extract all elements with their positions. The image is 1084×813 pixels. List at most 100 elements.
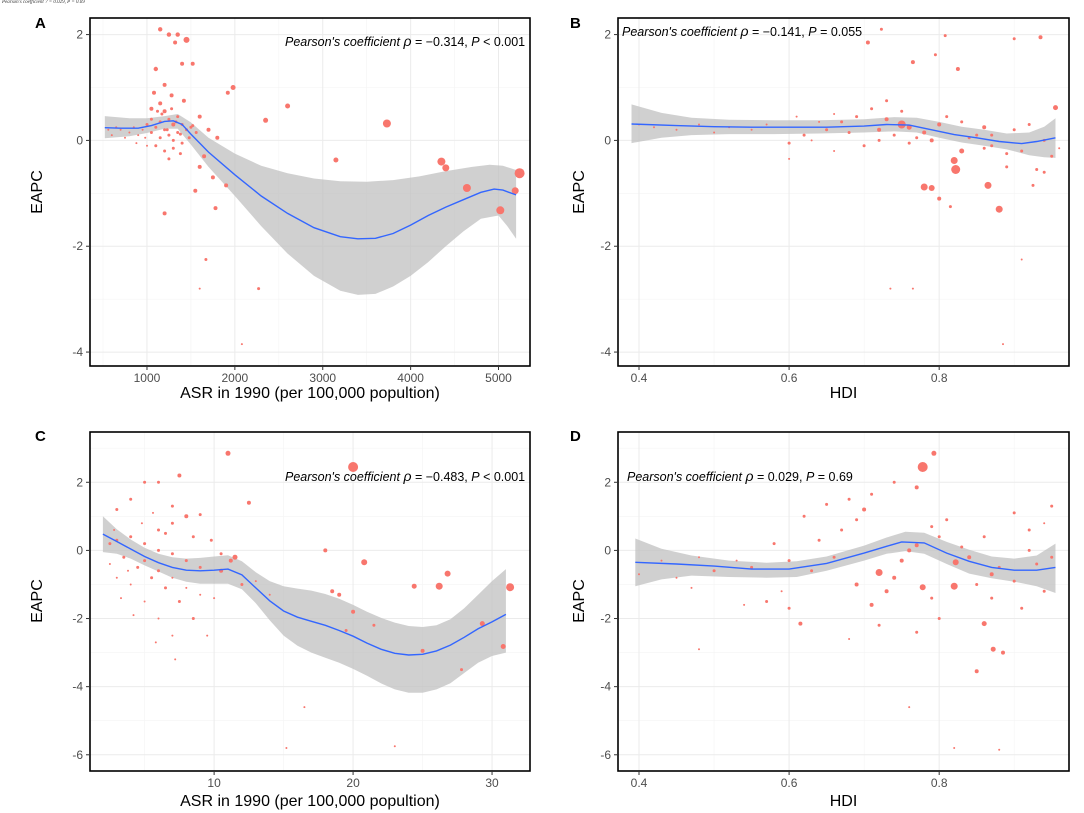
data-point <box>166 32 172 37</box>
data-point <box>1038 35 1043 40</box>
data-point <box>191 617 195 620</box>
data-point <box>765 123 768 126</box>
x-tick-label: 0.6 <box>781 371 798 385</box>
data-point <box>802 514 806 518</box>
data-point <box>171 576 174 579</box>
data-point <box>197 114 202 119</box>
data-point <box>945 518 949 522</box>
data-point <box>750 128 753 131</box>
data-point <box>855 518 859 522</box>
data-point <box>990 144 994 148</box>
data-point <box>931 450 937 456</box>
data-point <box>660 559 663 562</box>
data-point <box>411 583 417 589</box>
data-point <box>240 343 243 346</box>
data-point <box>198 513 202 517</box>
plot-frame <box>89 431 531 772</box>
data-point <box>191 535 195 539</box>
y-tick-label: -4 <box>600 345 611 359</box>
data-point <box>933 53 937 57</box>
data-point <box>982 146 986 150</box>
data-point <box>877 623 881 627</box>
data-point <box>149 106 154 111</box>
data-point <box>351 609 356 614</box>
data-point <box>183 36 190 43</box>
y-tick-label: 0 <box>76 133 83 147</box>
data-point <box>1050 555 1054 559</box>
correlation-annotation: Pearson's coefficient ρ = −0.141, P = 0.… <box>622 23 862 39</box>
data-point <box>875 569 883 576</box>
data-point <box>129 583 132 586</box>
data-point <box>154 125 158 129</box>
y-tick-label: -2 <box>600 239 611 253</box>
data-point <box>910 60 915 65</box>
data-point <box>832 555 836 559</box>
data-point <box>847 497 851 501</box>
panel-letter: C <box>35 428 46 445</box>
data-point <box>177 473 182 478</box>
data-point <box>920 183 928 191</box>
data-point <box>833 113 836 115</box>
data-point <box>157 617 160 620</box>
data-point <box>911 287 914 290</box>
plot-background <box>618 18 1069 366</box>
data-point <box>915 630 919 634</box>
data-point <box>158 136 162 140</box>
data-point <box>930 525 934 529</box>
data-point <box>204 258 208 261</box>
y-tick-label: -4 <box>72 345 83 359</box>
y-tick-label: -4 <box>72 680 83 694</box>
correlation-annotation: Pearson's coefficient ρ = −0.483, P < 0.… <box>285 468 525 484</box>
data-point <box>990 133 994 137</box>
data-point <box>129 497 133 501</box>
data-point <box>698 648 700 651</box>
data-point <box>420 648 425 653</box>
data-point <box>899 558 904 563</box>
data-point <box>1005 152 1009 156</box>
y-tick-label: -6 <box>600 748 611 762</box>
confidence-band <box>631 104 1056 158</box>
data-point <box>393 745 396 748</box>
x-tick-label: 3000 <box>309 371 336 385</box>
data-point <box>144 136 147 139</box>
data-point <box>149 117 153 121</box>
data-point <box>193 188 198 193</box>
data-point <box>160 112 164 116</box>
data-point <box>1001 650 1005 655</box>
data-point <box>675 128 678 131</box>
data-point <box>163 128 167 132</box>
data-point <box>1020 149 1024 153</box>
data-point <box>263 117 269 123</box>
data-point <box>1020 606 1024 610</box>
data-point <box>1012 128 1016 132</box>
correlation-annotation: Pearson's coefficient ρ = −0.314, P < 0.… <box>285 33 525 49</box>
data-point <box>928 185 935 191</box>
x-tick-label: 1000 <box>134 371 161 385</box>
data-point <box>115 576 118 579</box>
data-point <box>372 623 376 627</box>
data-point <box>219 552 223 556</box>
data-point <box>892 575 897 580</box>
x-tick-label: 0.6 <box>781 776 798 790</box>
y-tick-label: -2 <box>72 612 83 626</box>
data-point <box>1050 504 1054 508</box>
data-point <box>225 90 230 95</box>
x-tick-label: 4000 <box>397 371 424 385</box>
data-point <box>156 109 159 113</box>
data-point <box>240 583 244 586</box>
x-tick-label: 10 <box>207 776 221 790</box>
data-point <box>225 450 231 456</box>
data-point <box>1027 548 1031 552</box>
data-point <box>1027 123 1031 126</box>
data-point <box>108 563 111 565</box>
data-point <box>735 559 738 562</box>
data-point <box>690 586 693 589</box>
data-point <box>937 122 942 127</box>
data-point <box>862 144 866 148</box>
data-point <box>981 621 987 627</box>
data-point <box>132 614 135 617</box>
data-point <box>171 146 175 150</box>
data-point <box>177 600 181 603</box>
y-tick-label: 0 <box>76 543 83 557</box>
data-point <box>143 480 147 484</box>
